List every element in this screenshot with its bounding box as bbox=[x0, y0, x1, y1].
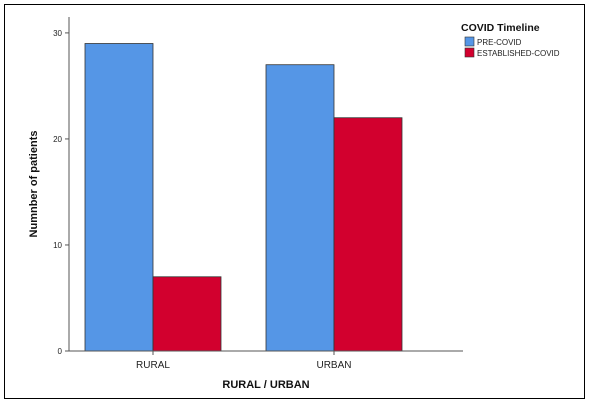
bar-rural-established-covid bbox=[152, 276, 222, 352]
x-tick-labels-group: RURAL URBAN bbox=[136, 351, 352, 371]
chart-frame: 0 10 20 30 RURAL URBAN Numnber of patients R… bbox=[4, 4, 585, 399]
legend: COVID Timeline PRE-COVID ESTABLISHED-COVI… bbox=[461, 22, 560, 58]
legend-label: PRE-COVID bbox=[477, 38, 522, 47]
legend-title: COVID Timeline bbox=[461, 22, 540, 34]
y-axis-title: Numnber of patients bbox=[28, 131, 40, 238]
bars-group bbox=[84, 43, 403, 352]
x-tick-label: URBAN bbox=[316, 360, 351, 371]
bar-urban-pre-covid bbox=[265, 64, 335, 352]
x-axis-title: RURAL / URBAN bbox=[222, 379, 309, 391]
y-ticks-group: 0 10 20 30 bbox=[53, 29, 69, 356]
y-tick-label: 10 bbox=[53, 241, 62, 250]
legend-swatch bbox=[464, 47, 475, 58]
legend-items: PRE-COVID ESTABLISHED-COVID bbox=[464, 36, 560, 58]
y-tick-label: 0 bbox=[58, 347, 63, 356]
legend-label: ESTABLISHED-COVID bbox=[477, 49, 560, 58]
bar-urban-established-covid bbox=[333, 117, 403, 352]
x-tick-label: RURAL bbox=[136, 360, 170, 371]
y-tick-label: 20 bbox=[53, 135, 62, 144]
y-tick-label: 30 bbox=[53, 29, 62, 38]
bar-chart: 0 10 20 30 RURAL URBAN Numnber of patients R… bbox=[28, 17, 560, 391]
legend-swatch bbox=[464, 36, 475, 47]
bar-rural-pre-covid bbox=[84, 43, 154, 352]
